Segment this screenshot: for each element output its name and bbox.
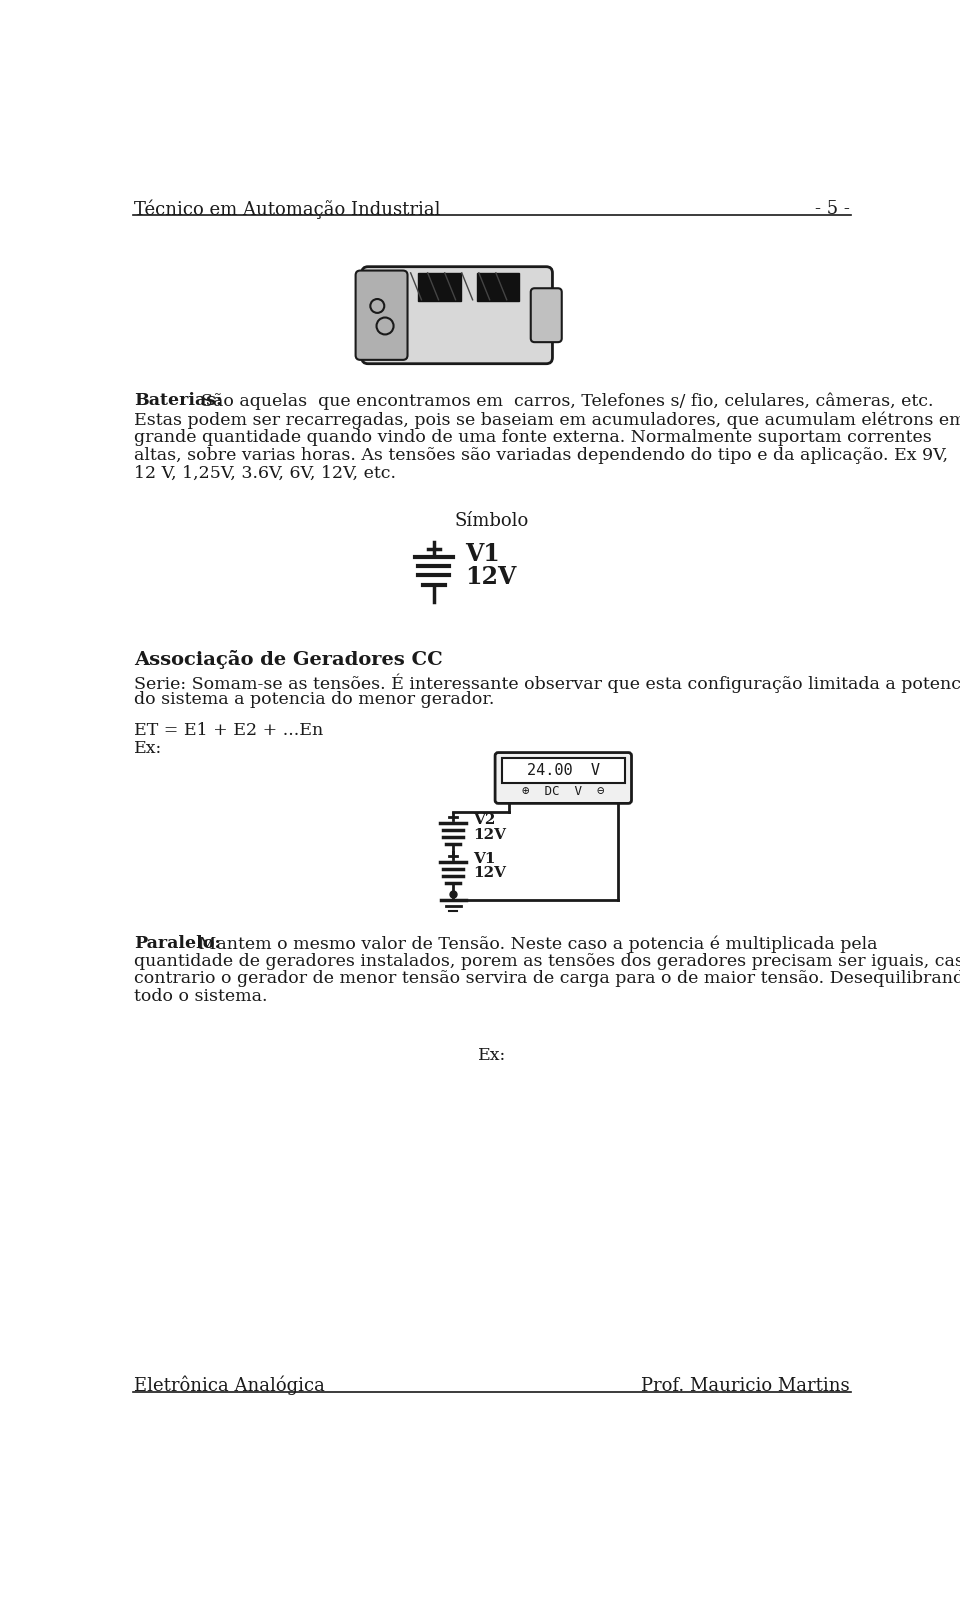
Bar (476, 274, 519, 301)
Text: grande quantidade quando vindo de uma fonte externa. Normalmente suportam corren: grande quantidade quando vindo de uma fo… (134, 429, 932, 446)
Text: do sistema a potencia do menor gerador.: do sistema a potencia do menor gerador. (134, 691, 494, 707)
Text: Estas podem ser recarregadas, pois se baseiam em acumuladores, que acumulam elét: Estas podem ser recarregadas, pois se ba… (134, 411, 960, 429)
Text: Paralelo:: Paralelo: (134, 934, 221, 952)
Text: Eletrônica Analógica: Eletrônica Analógica (134, 1376, 324, 1395)
Bar (419, 274, 461, 301)
FancyBboxPatch shape (495, 752, 632, 803)
Text: Prof. Mauricio Martins: Prof. Mauricio Martins (641, 1376, 850, 1395)
Text: 12V: 12V (473, 827, 507, 842)
Text: altas, sobre varias horas. As tensões são variadas dependendo do tipo e da aplic: altas, sobre varias horas. As tensões sã… (134, 446, 948, 464)
Text: V2: V2 (473, 813, 495, 827)
Text: Baterias:: Baterias: (134, 392, 223, 410)
FancyBboxPatch shape (531, 288, 562, 342)
Text: V1: V1 (465, 542, 499, 566)
Text: ET = E1 + E2 + ...En: ET = E1 + E2 + ...En (134, 722, 324, 739)
Text: 12 V, 1,25V, 3.6V, 6V, 12V, etc.: 12 V, 1,25V, 3.6V, 6V, 12V, etc. (134, 464, 396, 482)
Text: Ex:: Ex: (478, 1046, 506, 1064)
Text: todo o sistema.: todo o sistema. (134, 989, 268, 1005)
Text: Mantem o mesmo valor de Tensão. Neste caso a potencia é multiplicada pela: Mantem o mesmo valor de Tensão. Neste ca… (193, 934, 877, 952)
Text: São aquelas  que encontramos em  carros, Telefones s/ fio, celulares, câmeras, e: São aquelas que encontramos em carros, T… (190, 392, 933, 410)
Text: Técnico em Automação Industrial: Técnico em Automação Industrial (134, 200, 441, 219)
Text: Serie: Somam-se as tensões. É interessante observar que esta configuração limita: Serie: Somam-se as tensões. É interessan… (134, 674, 960, 693)
Text: quantidade de geradores instalados, porem as tensões dos geradores precisam ser : quantidade de geradores instalados, pore… (134, 952, 960, 970)
FancyBboxPatch shape (362, 267, 552, 363)
Text: Associação de Geradores CC: Associação de Geradores CC (134, 650, 443, 669)
Text: ⊕  DC  V  ⊖: ⊕ DC V ⊖ (522, 786, 605, 798)
Text: 12V: 12V (465, 565, 516, 589)
Text: 24.00  V: 24.00 V (527, 763, 600, 778)
Bar (502, 758, 625, 782)
Text: contrario o gerador de menor tensão servira de carga para o de maior tensão. Des: contrario o gerador de menor tensão serv… (134, 971, 960, 987)
Text: V1: V1 (473, 851, 496, 866)
FancyBboxPatch shape (355, 270, 408, 360)
Text: - 5 -: - 5 - (815, 200, 850, 218)
Text: Ex:: Ex: (134, 741, 162, 757)
Text: Símbolo: Símbolo (455, 512, 529, 530)
Text: 12V: 12V (473, 867, 507, 880)
